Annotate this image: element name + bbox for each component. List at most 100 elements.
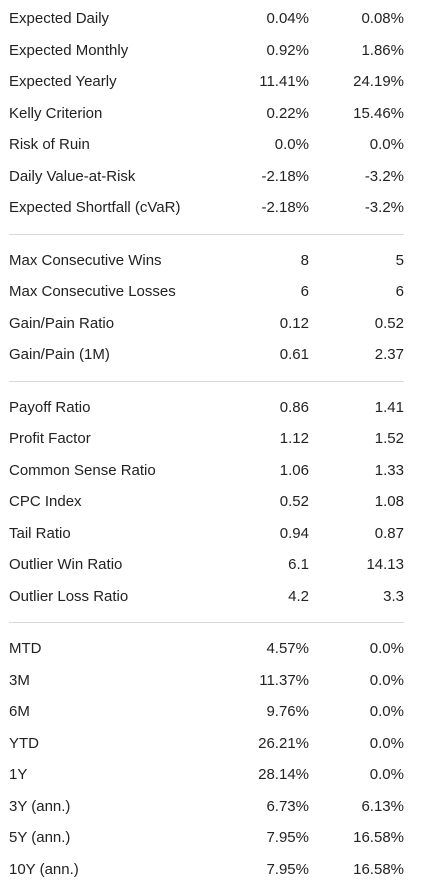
metric-value-strategy: -2.18% bbox=[261, 199, 309, 217]
metric-row: 10Y (ann.) 7.95% 16.58% bbox=[9, 854, 404, 886]
section-divider bbox=[9, 380, 404, 382]
metric-row: Tail Ratio 0.94 0.87 bbox=[9, 518, 404, 550]
metric-value-benchmark: 6 bbox=[395, 283, 404, 301]
metric-value-benchmark: 1.86% bbox=[361, 41, 404, 59]
metric-value-benchmark: 24.19% bbox=[353, 73, 404, 91]
metric-value-strategy: 1.06 bbox=[279, 461, 309, 479]
metric-value-strategy: 8 bbox=[300, 251, 309, 269]
metric-row: Outlier Win Ratio 6.1 14.13 bbox=[9, 549, 404, 581]
metric-row: Expected Daily 0.04% 0.08% bbox=[9, 3, 404, 35]
metric-value-benchmark: 3.3 bbox=[383, 587, 404, 605]
metric-value-benchmark: 0.87 bbox=[374, 524, 404, 542]
metric-value-strategy: 6.73% bbox=[266, 797, 309, 815]
metrics-table: Expected Daily 0.04% 0.08% Expected Monthl… bbox=[9, 3, 404, 885]
metric-label: Risk of Ruin bbox=[9, 136, 90, 154]
metric-label: Common Sense Ratio bbox=[9, 461, 156, 479]
metric-value-benchmark: 0.08% bbox=[361, 10, 404, 28]
metric-value-benchmark: 14.13 bbox=[366, 556, 404, 574]
metric-row: MTD 4.57% 0.0% bbox=[9, 633, 404, 665]
period-returns-section: MTD 4.57% 0.0% 3M 11.37% 0.0% 6M 9.76% 0.0% YT… bbox=[9, 633, 404, 885]
metric-value-strategy: 0.61 bbox=[279, 346, 309, 364]
metric-label: Profit Factor bbox=[9, 430, 91, 448]
metric-value-benchmark: 0.0% bbox=[369, 766, 404, 784]
metric-label: MTD bbox=[9, 640, 42, 658]
metric-label: Max Consecutive Wins bbox=[9, 251, 162, 269]
metric-value-strategy: 0.86 bbox=[279, 398, 309, 416]
section-divider bbox=[9, 233, 404, 235]
metric-value-benchmark: 15.46% bbox=[353, 104, 404, 122]
metric-row: Expected Shortfall (cVaR) -2.18% -3.2% bbox=[9, 192, 404, 224]
metric-row: YTD 26.21% 0.0% bbox=[9, 728, 404, 760]
metric-value-strategy: 28.14% bbox=[258, 766, 309, 784]
metric-row: Gain/Pain Ratio 0.12 0.52 bbox=[9, 308, 404, 340]
metric-value-strategy: 0.12 bbox=[279, 314, 309, 332]
metric-value-strategy: 11.41% bbox=[259, 73, 309, 91]
metric-value-benchmark: 0.0% bbox=[369, 734, 404, 752]
metric-value-strategy: 4.2 bbox=[288, 587, 309, 605]
metric-value-strategy: 11.37% bbox=[259, 671, 309, 689]
metric-row: Expected Monthly 0.92% 1.86% bbox=[9, 35, 404, 67]
metric-label: 3Y (ann.) bbox=[9, 797, 71, 815]
metric-value-benchmark: 1.52 bbox=[374, 430, 404, 448]
metric-value-benchmark: 0.52 bbox=[374, 314, 404, 332]
metric-row: Gain/Pain (1M) 0.61 2.37 bbox=[9, 339, 404, 371]
metric-row: Outlier Loss Ratio 4.2 3.3 bbox=[9, 581, 404, 613]
ratios-section: Payoff Ratio 0.86 1.41 Profit Factor 1.12 1.… bbox=[9, 392, 404, 613]
metric-value-strategy: 0.92% bbox=[266, 41, 309, 59]
metric-value-strategy: 0.0% bbox=[274, 136, 309, 154]
metric-value-benchmark: 0.0% bbox=[369, 671, 404, 689]
metric-label: Expected Yearly bbox=[9, 73, 117, 91]
expected-returns-section: Expected Daily 0.04% 0.08% Expected Monthl… bbox=[9, 3, 404, 224]
metric-value-strategy: 1.12 bbox=[279, 430, 309, 448]
metric-label: 6M bbox=[9, 703, 30, 721]
metric-row: 3M 11.37% 0.0% bbox=[9, 665, 404, 697]
metric-row: Profit Factor 1.12 1.52 bbox=[9, 423, 404, 455]
metric-label: Payoff Ratio bbox=[9, 398, 91, 416]
metric-value-benchmark: 1.41 bbox=[374, 398, 404, 416]
metric-label: Daily Value-at-Risk bbox=[9, 167, 136, 185]
metric-row: 5Y (ann.) 7.95% 16.58% bbox=[9, 822, 404, 854]
metric-label: Max Consecutive Losses bbox=[9, 283, 176, 301]
metric-label: 10Y (ann.) bbox=[9, 860, 79, 878]
metric-label: Expected Shortfall (cVaR) bbox=[9, 199, 181, 217]
metric-value-benchmark: 2.37 bbox=[374, 346, 404, 364]
metric-value-strategy: 4.57% bbox=[266, 640, 309, 658]
metric-label: Outlier Loss Ratio bbox=[9, 587, 129, 605]
metric-value-benchmark: -3.2% bbox=[364, 167, 404, 185]
metric-row: Kelly Criterion 0.22% 15.46% bbox=[9, 98, 404, 130]
metric-label: Gain/Pain Ratio bbox=[9, 314, 115, 332]
metric-row: Max Consecutive Losses 6 6 bbox=[9, 276, 404, 308]
metric-value-strategy: 7.95% bbox=[266, 829, 309, 847]
metric-row: Max Consecutive Wins 8 5 bbox=[9, 245, 404, 277]
metric-value-strategy: 6 bbox=[300, 283, 309, 301]
metric-label: Gain/Pain (1M) bbox=[9, 346, 110, 364]
metric-value-strategy: 0.22% bbox=[266, 104, 309, 122]
metric-value-strategy: 9.76% bbox=[266, 703, 309, 721]
metric-value-benchmark: -3.2% bbox=[364, 199, 404, 217]
section-divider bbox=[9, 622, 404, 623]
metric-label: Outlier Win Ratio bbox=[9, 556, 123, 574]
metric-label: CPC Index bbox=[9, 493, 82, 511]
metric-label: Kelly Criterion bbox=[9, 104, 103, 122]
metric-value-strategy: 0.94 bbox=[279, 524, 309, 542]
metric-value-benchmark: 0.0% bbox=[369, 703, 404, 721]
streaks-section: Max Consecutive Wins 8 5 Max Consecutive L… bbox=[9, 245, 404, 371]
metric-value-benchmark: 1.08 bbox=[374, 493, 404, 511]
metric-label: Expected Daily bbox=[9, 10, 110, 28]
metric-label: 5Y (ann.) bbox=[9, 829, 71, 847]
metric-value-strategy: 7.95% bbox=[266, 860, 309, 878]
metric-value-strategy: -2.18% bbox=[261, 167, 309, 185]
metric-row: 3Y (ann.) 6.73% 6.13% bbox=[9, 791, 404, 823]
metric-value-benchmark: 0.0% bbox=[369, 640, 404, 658]
metric-row: 1Y 28.14% 0.0% bbox=[9, 759, 404, 791]
metric-row: CPC Index 0.52 1.08 bbox=[9, 486, 404, 518]
metric-row: Expected Yearly 11.41% 24.19% bbox=[9, 66, 404, 98]
metric-row: 6M 9.76% 0.0% bbox=[9, 696, 404, 728]
metric-value-benchmark: 1.33 bbox=[374, 461, 404, 479]
metric-value-strategy: 0.52 bbox=[279, 493, 309, 511]
metric-row: Payoff Ratio 0.86 1.41 bbox=[9, 392, 404, 424]
metric-label: Tail Ratio bbox=[9, 524, 71, 542]
metric-value-benchmark: 0.0% bbox=[369, 136, 404, 154]
metric-value-benchmark: 16.58% bbox=[353, 860, 404, 878]
metric-value-benchmark: 5 bbox=[395, 251, 404, 269]
